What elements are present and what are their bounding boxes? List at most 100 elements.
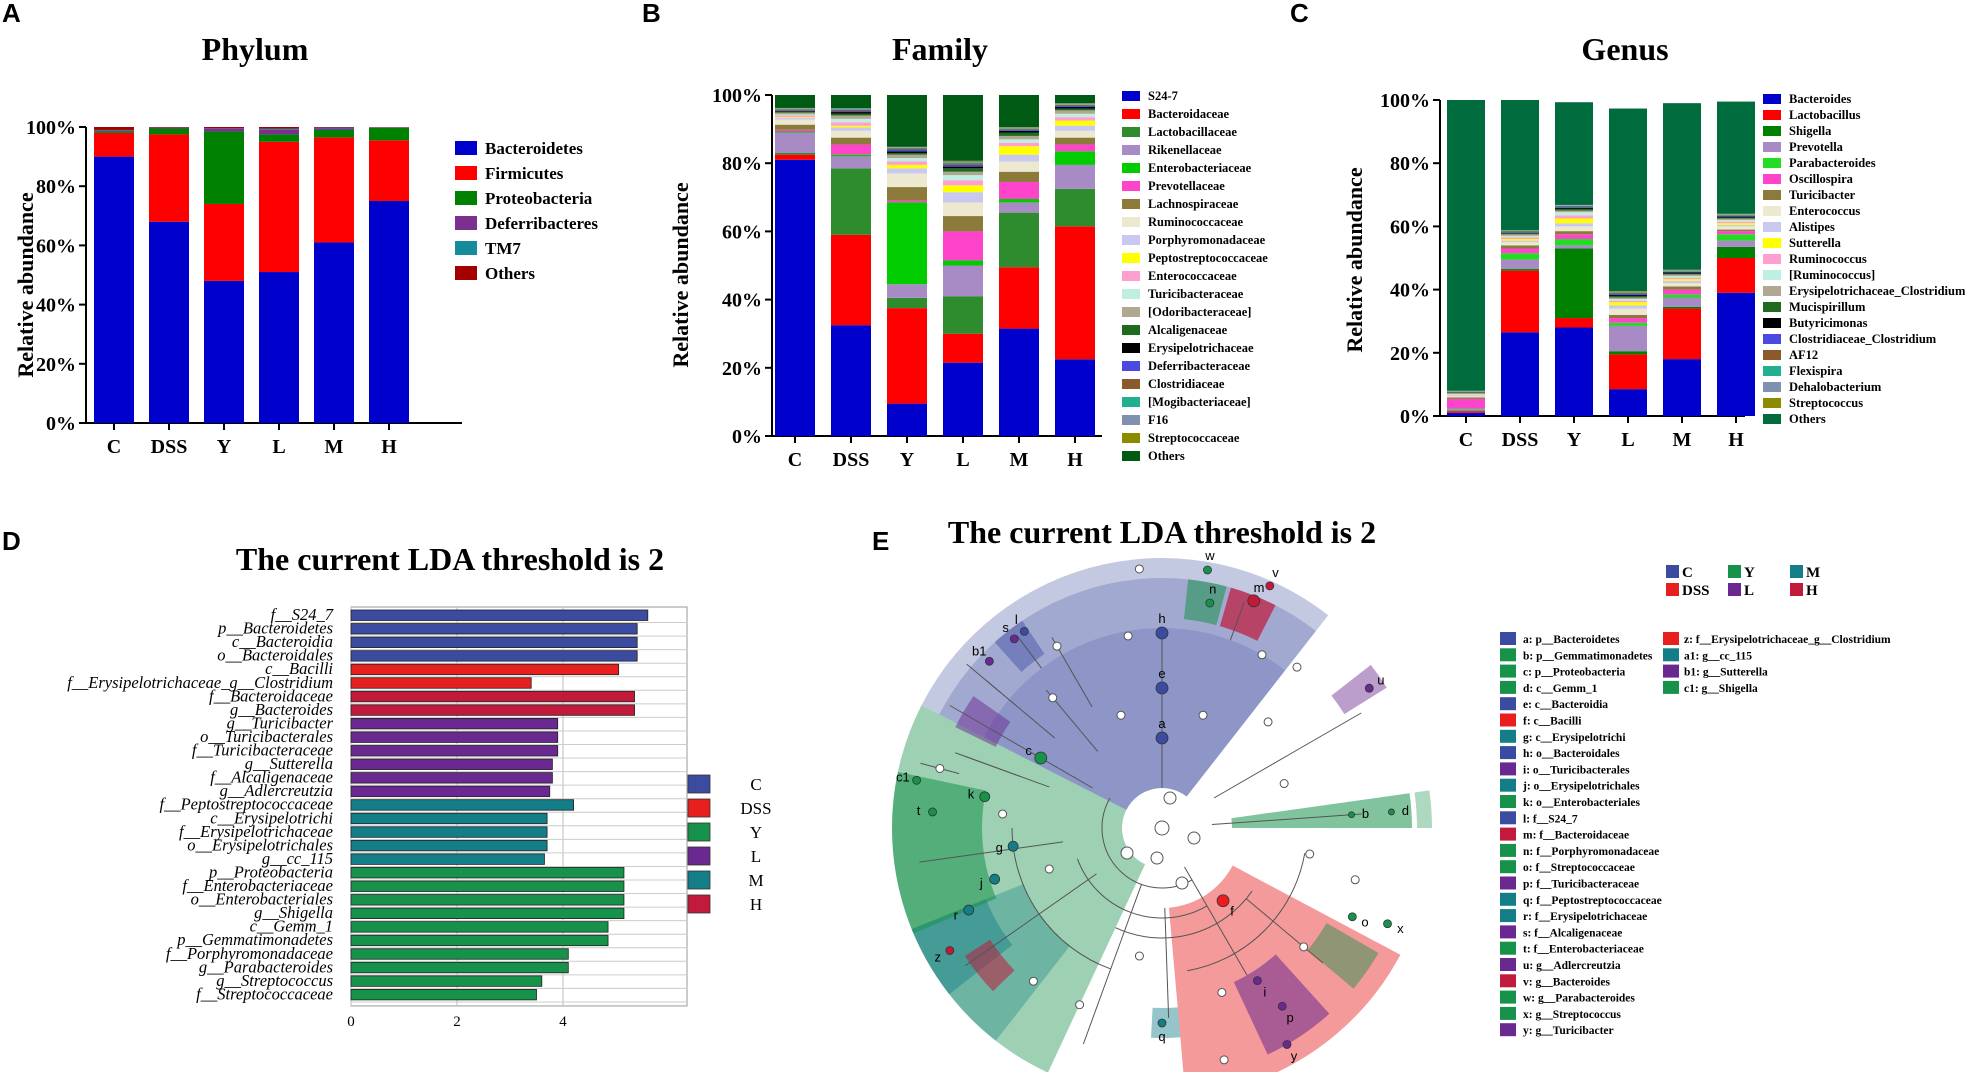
family-legend-swatch <box>1122 253 1140 263</box>
family-ylabel: Relative abundance <box>668 182 693 367</box>
phylum-bar-segment <box>314 128 354 130</box>
genus-legend-label: Others <box>1789 412 1826 426</box>
lda-bar-label: p__Bacteroidetes <box>217 619 333 638</box>
clade-highlight-alcaligenaceae <box>955 696 1011 747</box>
genus-legend-label: Oscillospira <box>1789 172 1854 186</box>
lda-bar-label: g__Streptococcus <box>216 971 333 990</box>
phylum-ytick-label: 100% <box>26 117 76 139</box>
cladogram-legend-swatch <box>1500 876 1516 890</box>
cladogram-legend-label: v: g__Bacteroides <box>1523 976 1611 988</box>
family-ytick-label: 0% <box>732 426 762 448</box>
genus-bar-segment <box>1717 217 1755 219</box>
genus-legend-label: Lactobacillus <box>1789 108 1861 122</box>
cladogram-legend-label: h: o__Bacteroidales <box>1523 748 1620 760</box>
cladogram-leaf-node <box>1116 710 1126 720</box>
cladogram-node <box>1155 626 1169 640</box>
cladogram-arc <box>1101 797 1193 889</box>
cladogram-legend-swatch <box>1500 697 1516 711</box>
cladogram-legend-swatch <box>1663 664 1679 678</box>
genus-bar-segment <box>1609 305 1647 309</box>
genus-legend-swatch <box>1763 350 1781 360</box>
genus-legend-label: Ruminococcus <box>1789 252 1867 266</box>
panel-label-b: B <box>642 0 661 28</box>
phylum-bar-segment <box>314 129 354 138</box>
lda-bar <box>350 690 635 703</box>
family-bar-segment <box>887 284 927 298</box>
lda-legend-swatch <box>687 798 711 818</box>
cladogram-legend-label: m: f__Bacteroidaceae <box>1523 830 1629 842</box>
cladogram-group-label: Y <box>1744 565 1755 581</box>
lda-bar-label: f__Peptostreptococcaceae <box>160 795 333 814</box>
family-legend-label: Turicibacteraceae <box>1148 287 1244 301</box>
family-legend-label: S24-7 <box>1148 89 1178 103</box>
cladogram-arc <box>1076 858 1208 919</box>
phylum-bar-segment <box>149 127 189 128</box>
genus-bar-segment <box>1501 237 1539 240</box>
cladogram-node <box>963 904 975 916</box>
lda-legend-label: Y <box>750 823 762 842</box>
genus-bar-segment <box>1555 215 1593 219</box>
family-bar-segment <box>999 181 1039 200</box>
cladogram-branch <box>1017 636 1043 669</box>
family-legend-label: Enterobacteriaceae <box>1148 161 1252 175</box>
genus-bar-segment <box>1717 218 1755 221</box>
family-bar-segment <box>943 175 983 181</box>
cladogram-group-label: H <box>1806 583 1818 599</box>
phylum-stacked-bar-chart: 0% 20% 40% 60% 80% 100% C DSS Y L M H Bacteroidetes F… <box>26 117 598 458</box>
phylum-bar-segment <box>369 140 409 201</box>
genus-bar-segment <box>1501 240 1539 243</box>
phylum-bar-segment <box>259 128 299 130</box>
lda-bar-label: f__Erysipelotrichaceae_g__Clostridium <box>67 673 333 692</box>
lda-bar <box>350 907 625 919</box>
genus-bar-segment <box>1663 271 1701 272</box>
cladogram-leaf-node <box>1044 864 1054 874</box>
genus-xtick-label: DSS <box>1502 429 1539 451</box>
phylum-title: Phylum <box>202 31 309 67</box>
lda-bar-label: g__Shigella <box>254 903 333 922</box>
genus-legend-swatch <box>1763 302 1781 312</box>
phylum-xtick-label: C <box>107 436 121 458</box>
cladogram-leaf-node <box>1075 1000 1085 1010</box>
cladogram-node-label: j <box>979 875 983 890</box>
lda-bar <box>350 989 537 1001</box>
genus-ylabel: Relative abundance <box>1342 167 1367 352</box>
phylum-legend-label: Bacteroidetes <box>485 139 583 158</box>
cladogram-node <box>1347 912 1357 922</box>
family-legend-swatch <box>1122 217 1140 227</box>
family-legend-label: Enterococcaceae <box>1148 269 1237 283</box>
cladogram-branch <box>964 755 1050 788</box>
family-bar-segment <box>887 161 927 165</box>
family-bar-segment <box>1055 151 1095 165</box>
clade-highlight-bacteroidia <box>983 627 1286 810</box>
family-bar-segment <box>943 185 983 193</box>
genus-bar-segment <box>1447 394 1485 395</box>
cladogram-leaf-node <box>1350 875 1360 885</box>
cladogram-node <box>945 946 955 955</box>
family-bar-segment <box>775 132 815 153</box>
phylum-bar-segment <box>314 127 354 128</box>
cladogram-legend-label: q: f__Peptostreptococcaceae <box>1523 895 1662 907</box>
genus-bar-segment <box>1663 276 1701 278</box>
genus-bar-segment <box>1501 259 1539 270</box>
family-legend-swatch <box>1122 145 1140 155</box>
family-bar-segment <box>999 202 1039 213</box>
family-bar-segment <box>887 168 927 174</box>
genus-bar-segment <box>1447 398 1485 409</box>
lda-bar-label: g__Sutterella <box>245 754 333 773</box>
cladogram-legend-swatch <box>1500 958 1516 971</box>
phylum-bar-segment <box>149 128 189 135</box>
family-legend-swatch <box>1122 361 1140 371</box>
cladogram-legend-label: e: c__Bacteroidia <box>1523 699 1608 711</box>
family-ytick-label: 100% <box>712 85 762 107</box>
genus-xtick-label: M <box>1673 429 1692 451</box>
cladogram-node <box>979 791 991 803</box>
family-bar-segment <box>775 110 815 112</box>
genus-legend-label: Parabacteroides <box>1789 156 1876 170</box>
family-bar-segment <box>831 108 871 110</box>
cladogram-root-node <box>1163 791 1177 805</box>
cladogram-leaf-node <box>1299 942 1309 952</box>
family-bar-segment <box>1055 95 1095 104</box>
family-bar-segment <box>999 135 1039 140</box>
family-bar-segment <box>1055 120 1095 126</box>
phylum-ytick-label: 0% <box>46 413 76 435</box>
